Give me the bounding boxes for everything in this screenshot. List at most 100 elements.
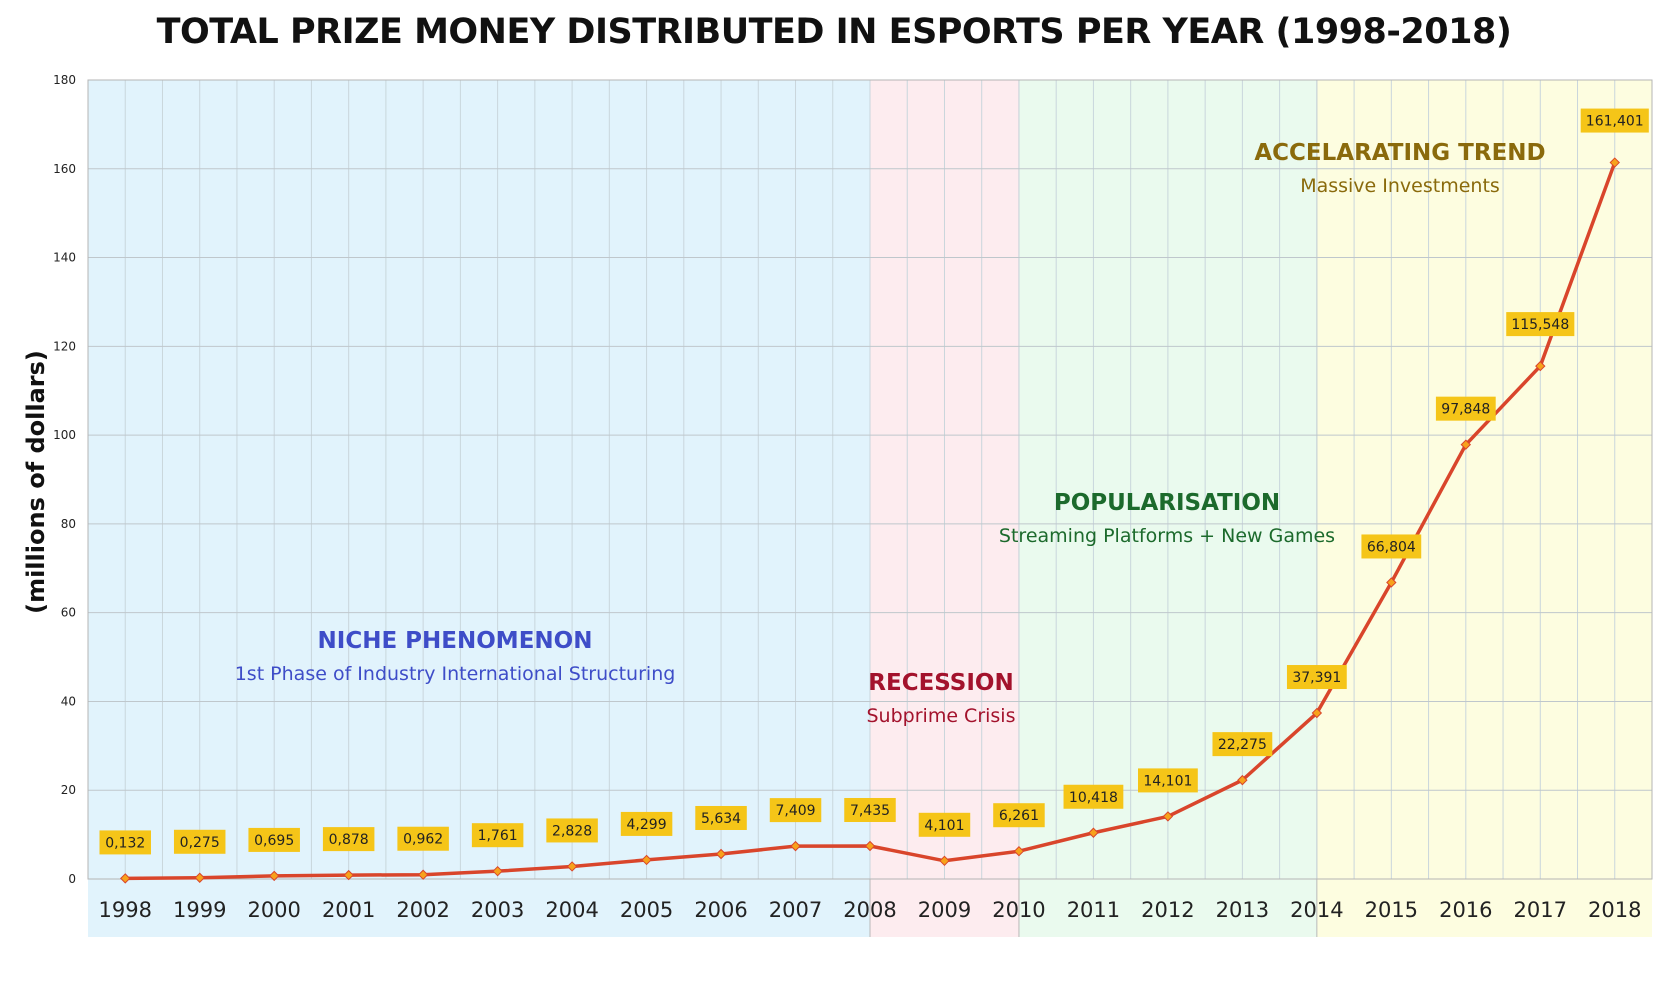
data-point — [790, 840, 801, 852]
y-tick-label: 160 — [53, 162, 76, 176]
x-tick-label: 2016 — [1439, 898, 1492, 922]
x-tick-label: 2010 — [992, 898, 1045, 922]
axes: 0 20 40 60 80 100 120 140 160 180 1998 1999 2000 2001… — [53, 73, 1653, 922]
data-label: 37,391 — [1292, 670, 1341, 686]
x-tick-label: 1999 — [173, 898, 226, 922]
data-point — [1386, 577, 1397, 588]
y-tick-label: 60 — [61, 606, 76, 620]
series-line — [120, 157, 1620, 884]
data-point — [1237, 774, 1248, 786]
phase-subtitle: Subprime Crisis — [867, 705, 1016, 727]
data-label: 7,435 — [850, 803, 890, 819]
data-point — [715, 848, 727, 860]
data-label-box — [620, 811, 673, 836]
data-label-box — [769, 798, 822, 823]
phase-title: NICHE PHENOMENON — [318, 628, 593, 654]
data-point — [939, 855, 950, 867]
data-label-box — [546, 818, 598, 843]
data-label-box — [993, 803, 1045, 828]
data-label: 1,761 — [478, 828, 518, 844]
phase-band — [88, 80, 870, 937]
y-tick-label: 20 — [61, 783, 76, 797]
data-label-box — [471, 823, 524, 848]
phase-subtitle: Massive Investments — [1300, 175, 1500, 197]
data-label-box — [1138, 768, 1198, 793]
data-point — [194, 872, 205, 883]
data-label: 97,848 — [1441, 402, 1490, 418]
data-label: 66,804 — [1367, 539, 1416, 555]
x-tick-label: 1998 — [99, 898, 152, 922]
x-tick-label: 2018 — [1588, 898, 1641, 922]
data-label-box — [1063, 784, 1124, 809]
y-axis-label: (millions of dollars) — [22, 350, 50, 614]
data-point — [1088, 827, 1099, 838]
y-tick-label: 140 — [53, 251, 76, 265]
data-label-box — [1361, 534, 1422, 559]
data-label: 115,548 — [1511, 317, 1569, 333]
y-tick-label: 180 — [53, 73, 76, 87]
data-point — [1535, 360, 1546, 372]
data-point — [1311, 707, 1323, 719]
x-tick-label: 2001 — [322, 898, 375, 922]
data-label-box — [1286, 665, 1347, 690]
data-label-box — [322, 827, 375, 852]
data-point — [1609, 157, 1620, 168]
data-point — [343, 869, 354, 881]
x-tick-label: 2004 — [545, 898, 598, 922]
phase-band — [1316, 80, 1652, 937]
data-label-box — [1580, 108, 1649, 133]
data-label: 0,695 — [254, 833, 294, 849]
plot-frame — [87, 79, 1653, 880]
y-tick-label: 40 — [61, 694, 76, 708]
data-label: 4,101 — [924, 818, 964, 834]
data-label-box — [1435, 396, 1496, 421]
data-label-box — [1212, 732, 1273, 757]
data-label: 5,634 — [701, 811, 741, 827]
data-label: 14,101 — [1143, 773, 1192, 789]
x-tick-label: 2005 — [620, 898, 673, 922]
x-tick-label: 2008 — [843, 898, 896, 922]
phase-subtitle: 1st Phase of Industry International Stru… — [235, 663, 676, 685]
data-labels: 0,132 0,275 0,695 0,878 0,962 1,761 2,828 4,299… — [99, 108, 1649, 855]
data-label: 0,132 — [105, 835, 145, 851]
data-point — [492, 865, 503, 877]
data-point — [268, 870, 280, 882]
data-label-box — [397, 826, 449, 851]
phase-title: POPULARISATION — [1054, 490, 1280, 516]
data-label: 10,418 — [1069, 790, 1118, 806]
data-point — [1162, 811, 1174, 822]
data-label-box — [1506, 312, 1575, 337]
data-label: 0,962 — [403, 832, 443, 848]
phase-subtitle: Streaming Platforms + New Games — [999, 525, 1335, 547]
x-tick-label: 2011 — [1067, 898, 1120, 922]
data-label: 6,261 — [999, 808, 1039, 824]
data-label: 0,275 — [180, 835, 220, 851]
x-tick-label: 2003 — [471, 898, 524, 922]
data-label: 4,299 — [627, 817, 667, 833]
data-label: 0,878 — [329, 832, 369, 848]
y-tick-label: 100 — [53, 428, 76, 442]
data-label-box — [248, 827, 300, 852]
data-label: 2,828 — [552, 823, 592, 839]
y-tick-label: 0 — [68, 872, 76, 886]
data-point — [864, 840, 876, 852]
data-point — [641, 854, 652, 866]
x-tick-label: 2002 — [396, 898, 449, 922]
x-tick-label: 2009 — [918, 898, 971, 922]
data-point — [1013, 846, 1025, 857]
x-tick-label: 2015 — [1365, 898, 1418, 922]
data-label-box — [918, 812, 971, 837]
data-point — [1460, 439, 1472, 450]
data-label-box — [173, 829, 226, 854]
phase-title: RECESSION — [868, 670, 1013, 696]
x-tick-label: 2014 — [1290, 898, 1343, 922]
y-tick-label: 120 — [53, 339, 76, 353]
phase-annotations: NICHE PHENOMENON 1st Phase of Industry In… — [235, 140, 1546, 727]
x-tick-label: 2017 — [1514, 898, 1567, 922]
data-label-box — [844, 797, 896, 822]
data-point — [566, 861, 578, 872]
x-tick-label: 2013 — [1216, 898, 1269, 922]
data-label-box — [99, 830, 151, 855]
data-point — [120, 873, 131, 884]
